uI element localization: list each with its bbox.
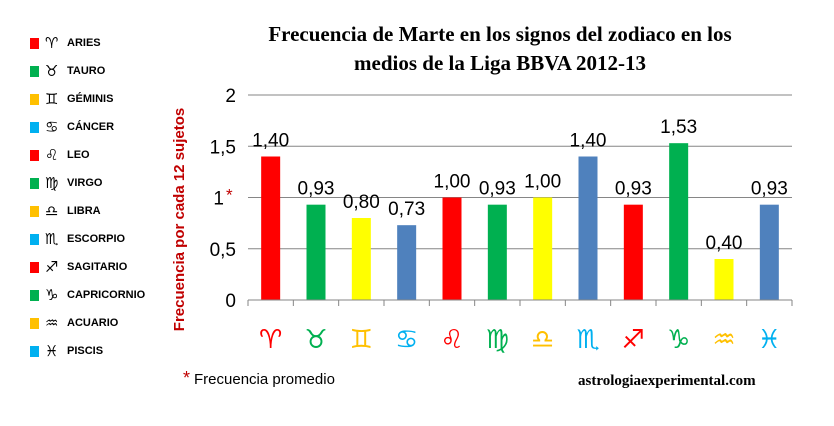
bar [623,204,643,300]
bar [351,218,371,300]
legend-swatch [30,289,39,301]
legend-item: ♈ ARIES [30,34,101,52]
zodiac-symbol-icon: ♊ [45,90,59,108]
data-label: 0,80 [343,192,380,213]
legend-swatch [30,233,39,245]
zodiac-symbol-icon: ♉ [45,62,59,80]
legend-item: ♎ LIBRA [30,202,101,220]
legend-swatch [30,261,39,273]
footnote: * Frecuencia promedio [183,368,335,389]
y-axis-label: Frecuencia por cada 12 sujetos [171,108,188,331]
legend-item: ♉ TAURO [30,62,105,80]
x-tick-label: ♉ [304,325,327,355]
x-tick-label: ♒ [712,325,735,355]
footnote-asterisk: * [183,368,191,388]
legend-item: ♐ SAGITARIO [30,258,127,276]
bar [533,197,553,300]
x-tick-label: ♐ [622,325,645,355]
x-tick-label: ♑ [667,325,690,355]
legend-item: ♊ GÉMINIS [30,90,113,108]
bar [578,156,598,300]
legend-label: CÁNCER [67,121,115,133]
chart-title-line-2: medios de la Liga BBVA 2012-13 [354,51,646,75]
footnote-text: Frecuencia promedio [194,371,335,388]
zodiac-symbol-icon: ♐ [45,258,59,276]
legend-label: ESCORPIO [67,233,126,245]
legend-item: ♌ LEO [30,146,90,164]
y-tick-label: 0 [225,291,236,312]
legend-label: GÉMINIS [67,93,114,105]
x-tick-label: ♈ [259,325,282,355]
bar [397,225,417,300]
y-tick-label: 1,5 [210,137,236,158]
data-label: 0,93 [298,179,335,200]
y-tick-label: 1 [213,189,224,210]
x-tick-label: ♏ [576,325,599,355]
data-label: 0,93 [615,179,652,200]
legend-swatch [30,317,39,329]
zodiac-symbol-icon: ♎ [45,202,59,220]
y-tick-marker: * [226,186,233,205]
zodiac-symbol-icon: ♌ [45,146,59,164]
legend-label: LEO [67,149,90,161]
bar [442,197,462,300]
legend-label: CAPRICORNIO [67,289,146,301]
data-label: 1,40 [570,131,607,152]
data-label: 1,40 [252,131,289,152]
x-tick-label: ♎ [531,325,554,355]
bar [487,204,507,300]
data-label: 0,73 [388,199,425,220]
legend-swatch [30,149,39,161]
legend-swatch [30,37,39,49]
zodiac-symbol-icon: ♒ [45,314,59,332]
x-tick-label: ♓ [758,325,781,355]
legend-swatch [30,93,39,105]
x-tick-label: ♊ [350,325,373,355]
zodiac-symbol-icon: ♓ [45,342,59,360]
legend-item: ♏ ESCORPIO [30,230,125,248]
zodiac-symbol-icon: ♏ [45,230,59,248]
zodiac-symbol-icon: ♍ [45,174,59,192]
legend-item: ♋ CÁNCER [30,118,114,136]
legend-swatch [30,345,39,357]
x-tick-label: ♋ [395,325,418,355]
legend-swatch [30,65,39,77]
legend-label: TAURO [67,65,106,77]
source-credit: astrologiaexperimental.com [578,373,756,389]
data-label: 0,40 [706,233,743,254]
legend-label: VIRGO [67,177,103,189]
legend-label: ARIES [67,37,101,49]
bar [714,259,734,300]
legend-swatch [30,205,39,217]
legend-label: LIBRA [67,205,101,217]
bar [759,204,779,300]
x-tick-label: ♌ [440,325,463,355]
legend-label: SAGITARIO [67,261,128,273]
zodiac-symbol-icon: ♋ [45,118,59,136]
data-label: 0,93 [479,179,516,200]
legend-item: ♒ ACUARIO [30,314,118,332]
legend-item: ♍ VIRGO [30,174,102,192]
legend-item: ♑ CAPRICORNIO [30,286,145,304]
zodiac-symbol-icon: ♈ [45,34,59,52]
legend-swatch [30,177,39,189]
data-label: 1,00 [434,172,471,193]
x-tick-label: ♍ [486,325,509,355]
bar [669,143,689,300]
legend-label: PISCIS [67,345,104,357]
data-label: 1,53 [660,117,697,138]
chart-title-line-1: Frecuencia de Marte en los signos del zo… [268,22,732,46]
bar [261,156,281,300]
data-label: 0,93 [751,179,788,200]
legend-item: ♓ PISCIS [30,342,103,360]
chart-title: Frecuencia de Marte en los signos del zo… [200,20,800,78]
y-tick-label: 2 [225,86,236,107]
data-label: 1,00 [524,172,561,193]
legend-swatch [30,121,39,133]
legend-label: ACUARIO [67,317,119,329]
bar [306,204,326,300]
zodiac-symbol-icon: ♑ [45,286,59,304]
y-tick-label: 0,5 [210,240,236,261]
